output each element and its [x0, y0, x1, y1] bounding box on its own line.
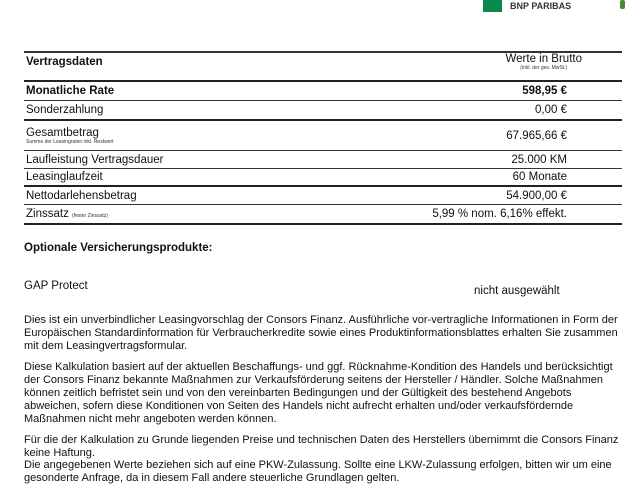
logo-mark-icon	[483, 0, 502, 12]
row-label: Laufleistung Vertragsdauer	[26, 153, 164, 166]
row-value: 60 Monate	[512, 171, 567, 183]
row-value: 0,00 €	[535, 104, 567, 116]
values-header: Werte in Brutto	[505, 53, 583, 65]
row-label: Sonderzahlung	[26, 104, 104, 116]
paragraph: Für die der Kalkulation zu Grunde liegen…	[24, 434, 619, 459]
row-label: Gesamtbetrag	[26, 126, 99, 139]
bnp-paribas-logo: BNP PARIBAS	[483, 0, 571, 12]
table-title: Vertragsdaten	[26, 56, 103, 68]
row-note: (fester Zinssatz)	[72, 213, 108, 219]
paragraph: Die angegebenen Werte beziehen sich auf …	[24, 459, 612, 484]
values-note: (inkl. der ges. MwSt.)	[520, 65, 568, 71]
row-value: 54.900,00 €	[506, 189, 567, 202]
insurance-status: nicht ausgewählt	[474, 285, 560, 297]
row-value: 5,99 % nom. 6,16% effekt.	[432, 208, 567, 220]
row-label: Leasinglaufzeit	[26, 171, 103, 183]
row-label: Zinssatz	[26, 208, 69, 220]
insurance-item: GAP Protect	[24, 280, 88, 292]
logo-text: BNP PARIBAS	[510, 0, 572, 11]
row-value: 67.965,66 €	[506, 129, 567, 142]
paragraph: Dies ist ein unverbindlicher Leasingvors…	[24, 314, 618, 352]
row-value: 598,95 €	[522, 85, 567, 97]
row-label: Monatliche Rate	[26, 85, 115, 97]
contract-table: Vertragsdaten Werte in Brutto (inkl. der …	[24, 51, 622, 225]
insurance-title: Optionale Versicherungsprodukte:	[24, 242, 213, 254]
row-label: Nettodarlehensbetrag	[26, 189, 137, 202]
paragraph: Diese Kalkulation basiert auf der aktuel…	[24, 361, 613, 425]
row-note: Summe der Leasingraten inkl. Restwert	[26, 138, 114, 145]
figure-icon	[620, 0, 625, 9]
row-value: 25.000 KM	[511, 153, 567, 166]
